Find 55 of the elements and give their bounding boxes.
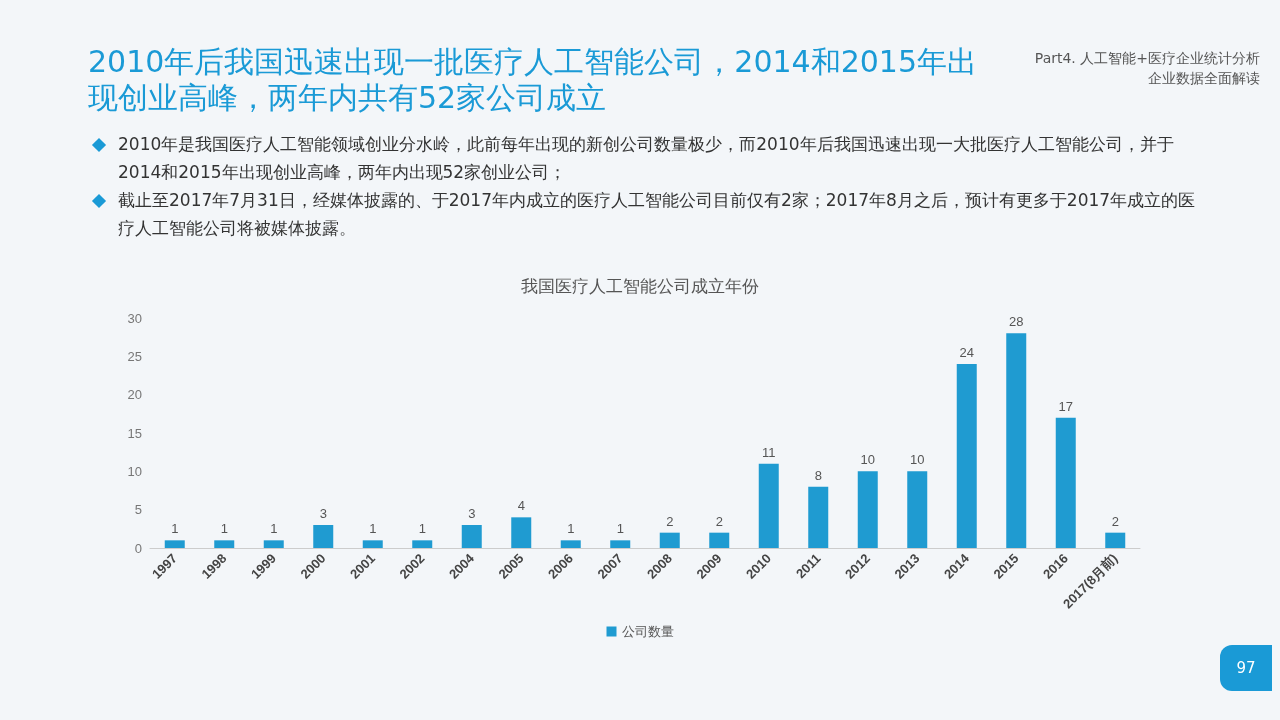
bar — [313, 525, 334, 548]
data-label: 1 — [567, 521, 575, 537]
bar — [808, 486, 829, 548]
y-tick-label: 5 — [134, 502, 142, 518]
bar — [758, 463, 779, 548]
chart-subtitle: 我国医疗人工智能公司成立年份 — [521, 277, 759, 296]
data-label: 1 — [418, 521, 426, 537]
bar — [214, 540, 235, 548]
bar — [610, 540, 631, 548]
bar — [956, 364, 977, 548]
text: Part4. 人工智能+医疗企业统计分析 — [1034, 50, 1260, 68]
bar — [362, 540, 383, 548]
data-label: 3 — [468, 506, 476, 521]
bar — [907, 471, 928, 548]
data-label: 28 — [1009, 314, 1024, 330]
data-label: 4 — [517, 498, 525, 514]
bar — [709, 532, 730, 548]
data-label: 10 — [910, 452, 925, 468]
data-label: 1 — [270, 521, 278, 537]
y-tick-label: 20 — [127, 387, 142, 403]
y-tick-label: 30 — [127, 310, 142, 326]
text: 2010年是我国医疗人工智能领域创业分水岭，此前每年出现的新创公司数量极少，而2010年后我国迅速出现一大批医疗人工智能公司，并于2014和2015年出现创业高峰，两年内出现52家创业公司； — [118, 133, 1175, 184]
bar — [461, 525, 482, 548]
legend-label: 公司数量 — [621, 624, 674, 639]
bar — [164, 540, 185, 548]
y-tick-label: 10 — [127, 463, 142, 479]
text: 企业数据全面解读 — [1148, 70, 1260, 88]
data-label: 1 — [220, 521, 228, 537]
bar — [1105, 532, 1126, 548]
bar — [1055, 417, 1076, 548]
bar — [857, 471, 878, 548]
data-label: 10 — [860, 452, 875, 468]
data-label: 2 — [715, 513, 723, 529]
bar — [263, 540, 284, 548]
data-label: 11 — [762, 444, 776, 460]
bar — [1006, 333, 1027, 548]
data-label: 1 — [616, 521, 624, 537]
bar — [659, 532, 680, 548]
y-tick-label: 15 — [127, 425, 142, 441]
data-label: 2 — [666, 513, 674, 529]
bar — [412, 540, 433, 548]
data-label: 2 — [1111, 513, 1119, 529]
data-label: 3 — [319, 506, 327, 521]
data-label: 1 — [369, 521, 377, 537]
data-label: 1 — [171, 521, 179, 537]
text: 97 — [1220, 645, 1272, 691]
data-label: 8 — [814, 467, 822, 483]
y-tick-label: 25 — [127, 348, 142, 364]
bar — [511, 517, 532, 548]
text: 截止至2017年7月31日，经媒体披露的、于2017年内成立的医疗人工智能公司目前仅有2家；2017年8月之后，预计有更多于2017年成立的医疗人工智能公司将被媒体披露。 — [118, 189, 1197, 240]
y-tick-label: 0 — [134, 540, 142, 556]
chart-title: 2010年后我国迅速出现一批医疗人工智能公司，2014和2015年出现创业高峰，两年内共有52家公司成立 — [88, 44, 979, 116]
bar — [560, 540, 581, 548]
data-label: 24 — [959, 345, 974, 360]
data-label: 17 — [1058, 398, 1073, 414]
